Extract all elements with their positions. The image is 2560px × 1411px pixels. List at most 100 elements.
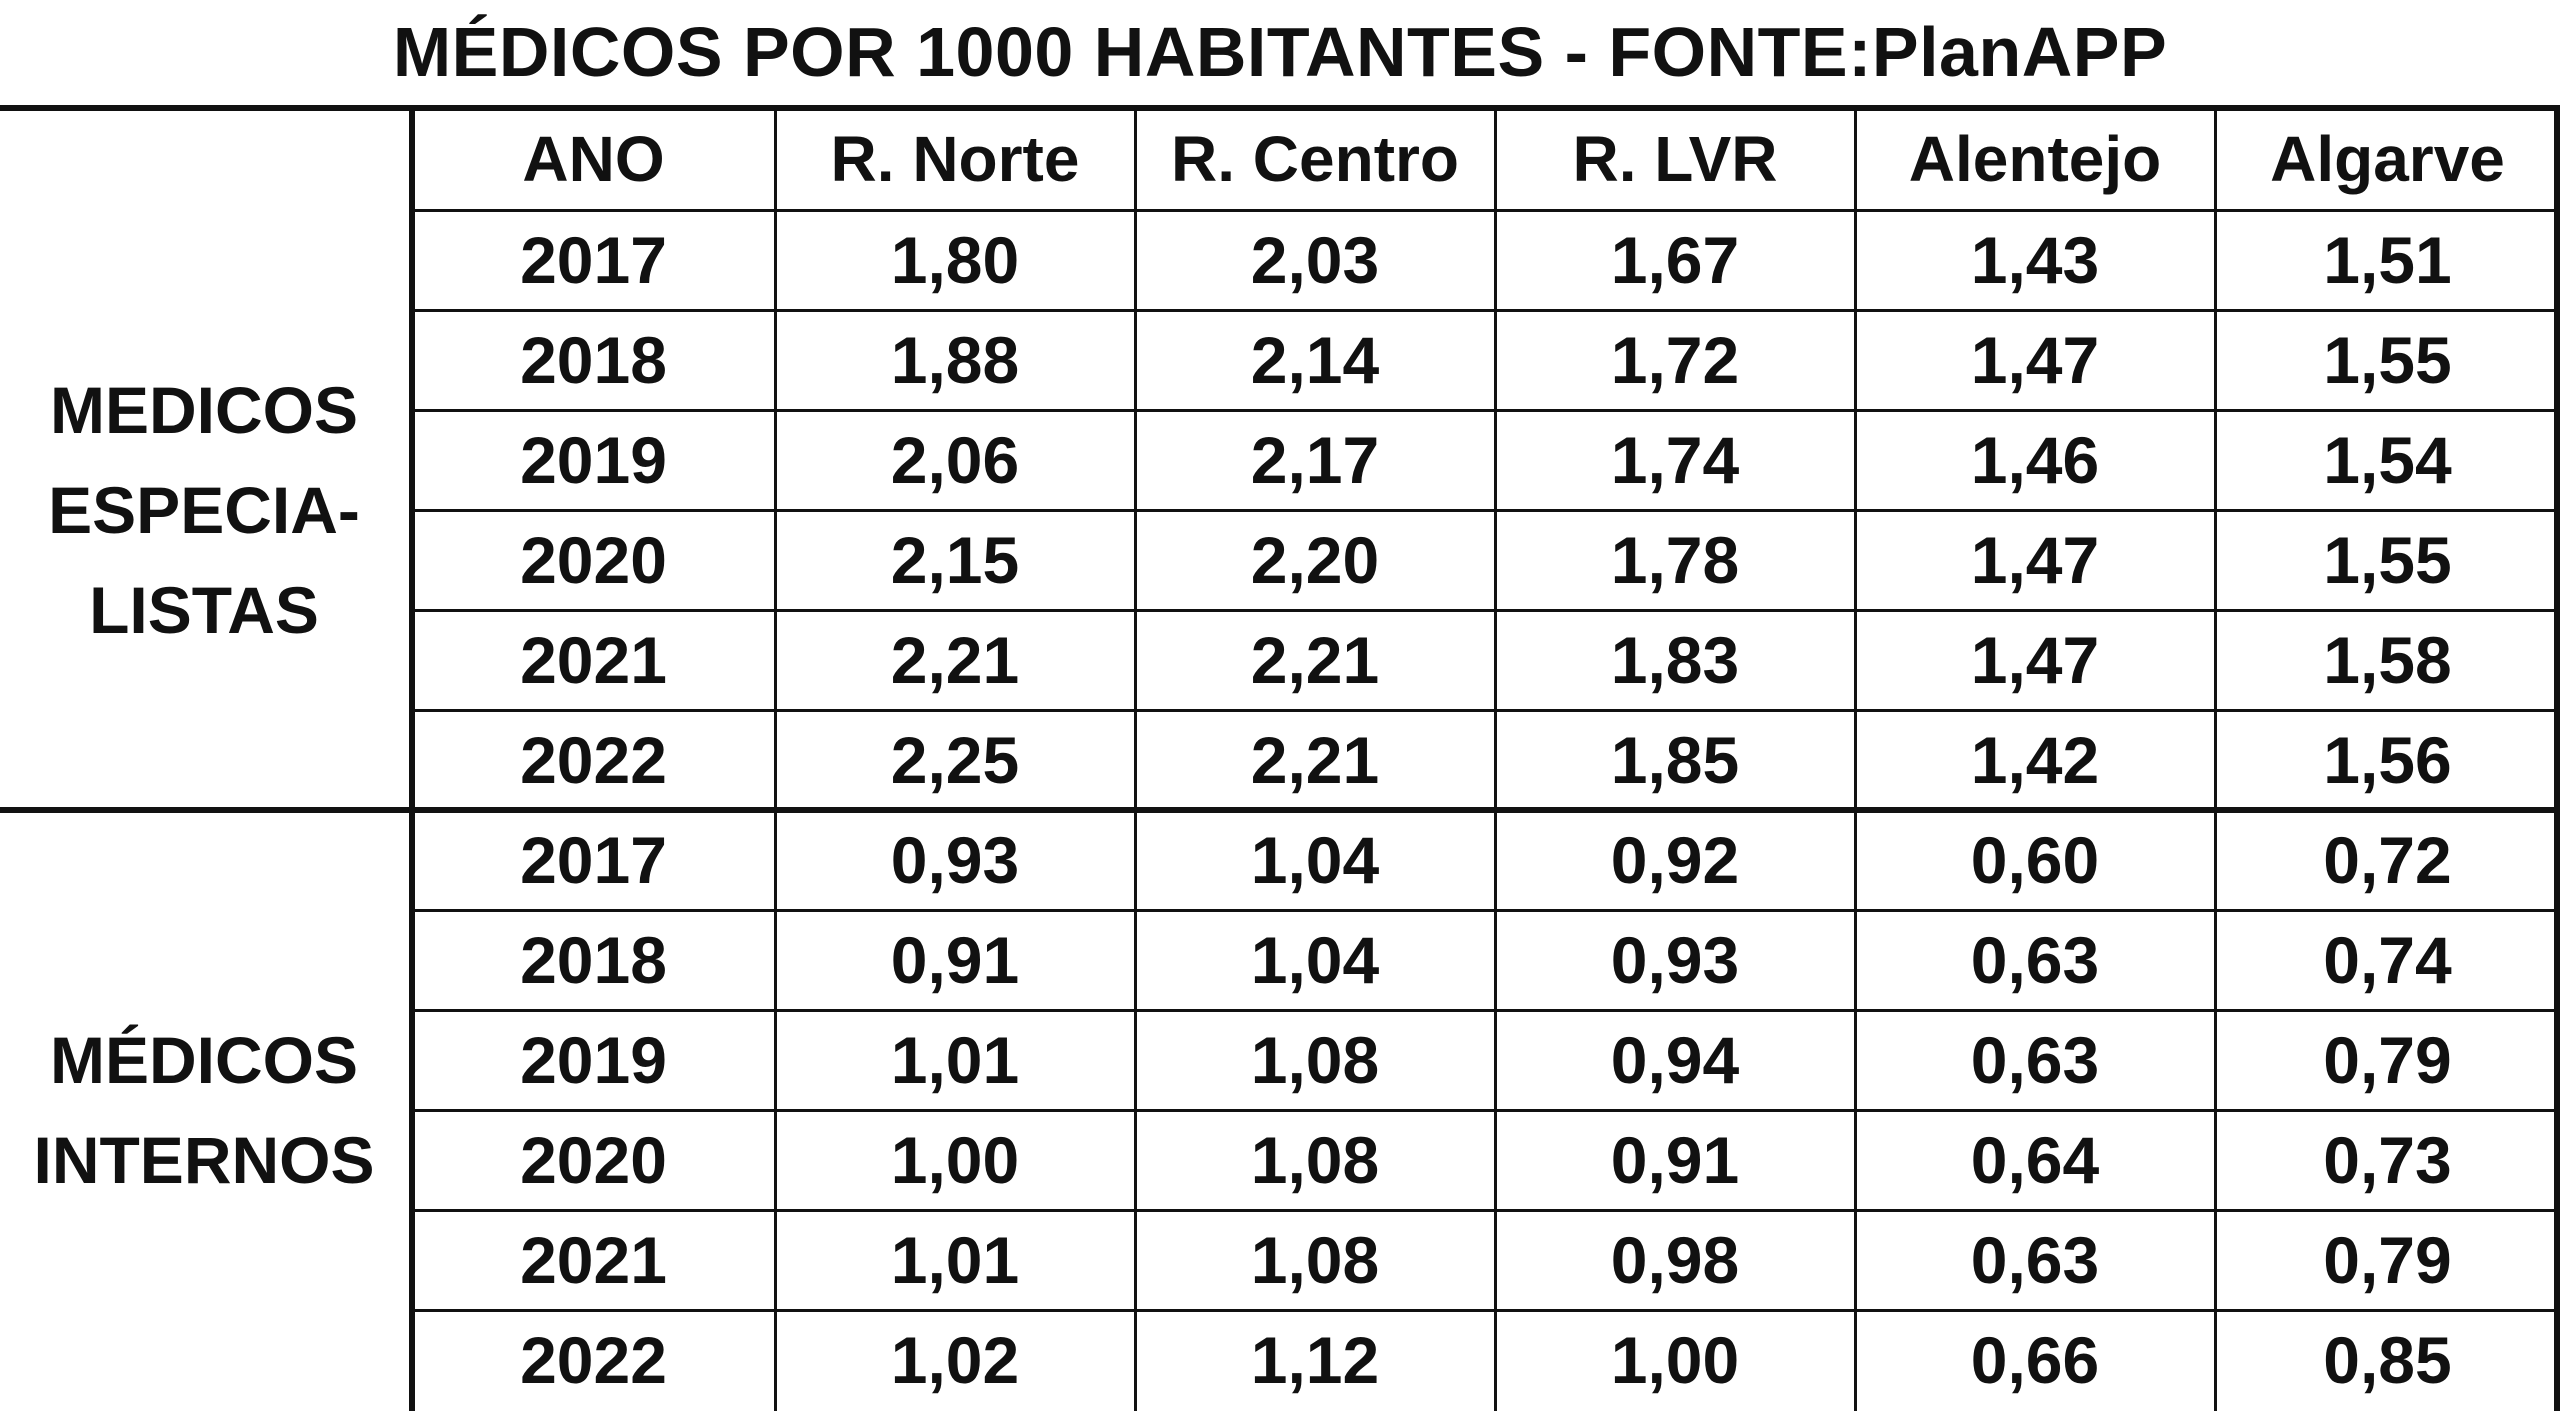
value-cell: 2,03	[1250, 223, 1380, 297]
value-cell: 2,21	[1250, 623, 1380, 697]
row-divider	[412, 308, 2560, 312]
year-cell: 2021	[520, 1223, 667, 1297]
value-cell: 0,91	[1610, 1123, 1740, 1197]
year-cell: 2018	[520, 323, 667, 397]
column-header: Alentejo	[1908, 123, 2162, 195]
value-cell: 0,72	[2323, 823, 2452, 897]
header-bottom-border	[412, 208, 2560, 212]
value-cell: 1,47	[1970, 323, 2100, 397]
value-cell: 2,25	[890, 723, 1020, 797]
value-cell: 1,55	[2323, 523, 2452, 597]
value-cell: 2,15	[890, 523, 1020, 597]
value-cell: 2,06	[890, 423, 1020, 497]
year-cell: 2020	[520, 523, 667, 597]
column-divider	[2213, 108, 2217, 1411]
value-cell: 0,63	[1970, 1023, 2100, 1097]
row-divider	[412, 608, 2560, 612]
label-column-border	[409, 108, 415, 1411]
value-cell: 0,63	[1970, 1223, 2100, 1297]
year-cell: 2017	[520, 223, 667, 297]
value-cell: 1,58	[2323, 623, 2452, 697]
value-cell: 1,01	[890, 1223, 1020, 1297]
column-header: Algarve	[2270, 123, 2505, 195]
value-cell: 0,79	[2323, 1223, 2452, 1297]
value-cell: 0,66	[1970, 1323, 2100, 1397]
value-cell: 0,93	[890, 823, 1020, 897]
column-header: R. Norte	[830, 123, 1080, 195]
row-divider	[412, 408, 2560, 412]
group-divider	[0, 807, 2560, 813]
value-cell: 1,54	[2323, 423, 2452, 497]
group-label-line: LISTAS	[89, 573, 319, 647]
value-cell: 0,64	[1970, 1123, 2100, 1197]
value-cell: 1,47	[1970, 623, 2100, 697]
group-label-line: MÉDICOS	[49, 1023, 359, 1097]
year-cell: 2022	[520, 1323, 667, 1397]
column-divider	[773, 108, 777, 1411]
value-cell: 1,01	[890, 1023, 1020, 1097]
group-label-line: MEDICOS	[49, 373, 359, 447]
row-divider	[412, 908, 2560, 912]
column-header: ANO	[522, 123, 665, 195]
year-cell: 2021	[520, 623, 667, 697]
page-title: MÉDICOS POR 1000 HABITANTES - FONTE:Plan…	[392, 13, 2168, 91]
value-cell: 1,72	[1610, 323, 1740, 397]
year-cell: 2019	[520, 423, 667, 497]
column-header: R. LVR	[1572, 123, 1778, 195]
value-cell: 1,67	[1610, 223, 1740, 297]
value-cell: 1,51	[2323, 223, 2452, 297]
value-cell: 0,63	[1970, 923, 2100, 997]
group-label: MÉDICOS INTERNOS	[0, 810, 408, 1410]
year-cell: 2020	[520, 1123, 667, 1197]
value-cell: 1,88	[890, 323, 1020, 397]
value-cell: 2,21	[1250, 723, 1380, 797]
value-cell: 0,92	[1610, 823, 1740, 897]
value-cell: 1,00	[890, 1123, 1020, 1197]
value-cell: 2,14	[1250, 323, 1380, 397]
value-cell: 1,55	[2323, 323, 2452, 397]
year-cell: 2022	[520, 723, 667, 797]
value-cell: 0,91	[890, 923, 1020, 997]
value-cell: 2,17	[1250, 423, 1380, 497]
value-cell: 0,79	[2323, 1023, 2452, 1097]
value-cell: 1,04	[1250, 823, 1380, 897]
value-cell: 0,73	[2323, 1123, 2452, 1197]
value-cell: 1,78	[1610, 523, 1740, 597]
value-cell: 0,85	[2323, 1323, 2452, 1397]
row-divider	[412, 1308, 2560, 1312]
table-right-border	[2554, 108, 2560, 1411]
year-cell: 2018	[520, 923, 667, 997]
row-divider	[412, 508, 2560, 512]
value-cell: 1,43	[1970, 223, 2100, 297]
value-cell: 1,56	[2323, 723, 2452, 797]
value-cell: 1,04	[1250, 923, 1380, 997]
value-cell: 1,74	[1610, 423, 1740, 497]
value-cell: 1,08	[1250, 1123, 1380, 1197]
value-cell: 1,02	[890, 1323, 1020, 1397]
row-divider	[412, 1108, 2560, 1112]
value-cell: 1,46	[1970, 423, 2100, 497]
value-cell: 1,08	[1250, 1223, 1380, 1297]
column-header: R. Centro	[1171, 123, 1459, 195]
value-cell: 0,94	[1610, 1023, 1740, 1097]
column-divider	[1133, 108, 1137, 1411]
value-cell: 1,80	[890, 223, 1020, 297]
group-label-line: INTERNOS	[33, 1123, 375, 1197]
value-cell: 1,12	[1250, 1323, 1380, 1397]
group-label: MEDICOS ESPECIA- LISTAS	[0, 210, 408, 810]
value-cell: 0,60	[1970, 823, 2100, 897]
value-cell: 2,21	[890, 623, 1020, 697]
value-cell: 0,74	[2323, 923, 2452, 997]
value-cell: 1,42	[1970, 723, 2100, 797]
value-cell: 1,85	[1610, 723, 1740, 797]
year-cell: 2017	[520, 823, 667, 897]
year-cell: 2019	[520, 1023, 667, 1097]
value-cell: 1,00	[1610, 1323, 1740, 1397]
row-divider	[412, 1208, 2560, 1212]
value-cell: 1,83	[1610, 623, 1740, 697]
row-divider	[412, 708, 2560, 712]
row-divider	[412, 1008, 2560, 1012]
value-cell: 0,98	[1610, 1223, 1740, 1297]
value-cell: 1,08	[1250, 1023, 1380, 1097]
column-divider	[1493, 108, 1497, 1411]
